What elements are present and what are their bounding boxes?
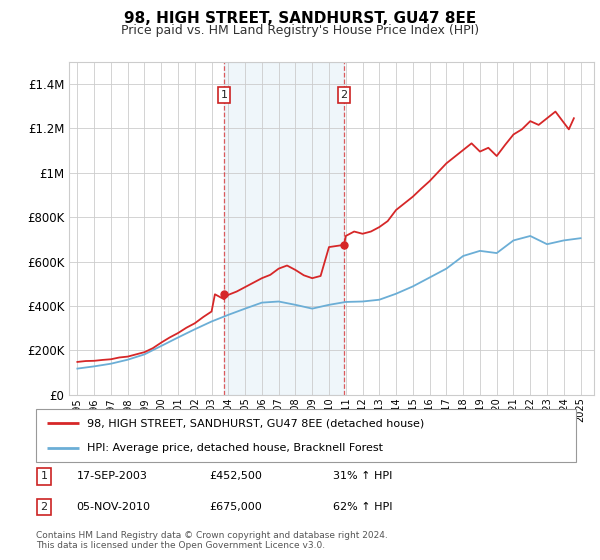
Text: 1: 1 [221, 90, 227, 100]
Text: HPI: Average price, detached house, Bracknell Forest: HPI: Average price, detached house, Brac… [88, 442, 383, 452]
Text: 98, HIGH STREET, SANDHURST, GU47 8EE: 98, HIGH STREET, SANDHURST, GU47 8EE [124, 11, 476, 26]
Text: £452,500: £452,500 [209, 472, 262, 482]
Text: 2: 2 [341, 90, 347, 100]
Text: 1: 1 [41, 472, 47, 482]
Bar [224, 62, 344, 395]
Text: £675,000: £675,000 [209, 502, 262, 512]
Text: 05-NOV-2010: 05-NOV-2010 [77, 502, 151, 512]
Text: 2: 2 [41, 502, 47, 512]
Text: Contains HM Land Registry data © Crown copyright and database right 2024.
This d: Contains HM Land Registry data © Crown c… [36, 531, 388, 550]
Text: Price paid vs. HM Land Registry's House Price Index (HPI): Price paid vs. HM Land Registry's House … [121, 24, 479, 36]
Text: 62% ↑ HPI: 62% ↑ HPI [333, 502, 392, 512]
Text: 17-SEP-2003: 17-SEP-2003 [77, 472, 148, 482]
Text: 98, HIGH STREET, SANDHURST, GU47 8EE (detached house): 98, HIGH STREET, SANDHURST, GU47 8EE (de… [88, 418, 425, 428]
FancyBboxPatch shape [36, 409, 576, 462]
Text: 31% ↑ HPI: 31% ↑ HPI [333, 472, 392, 482]
